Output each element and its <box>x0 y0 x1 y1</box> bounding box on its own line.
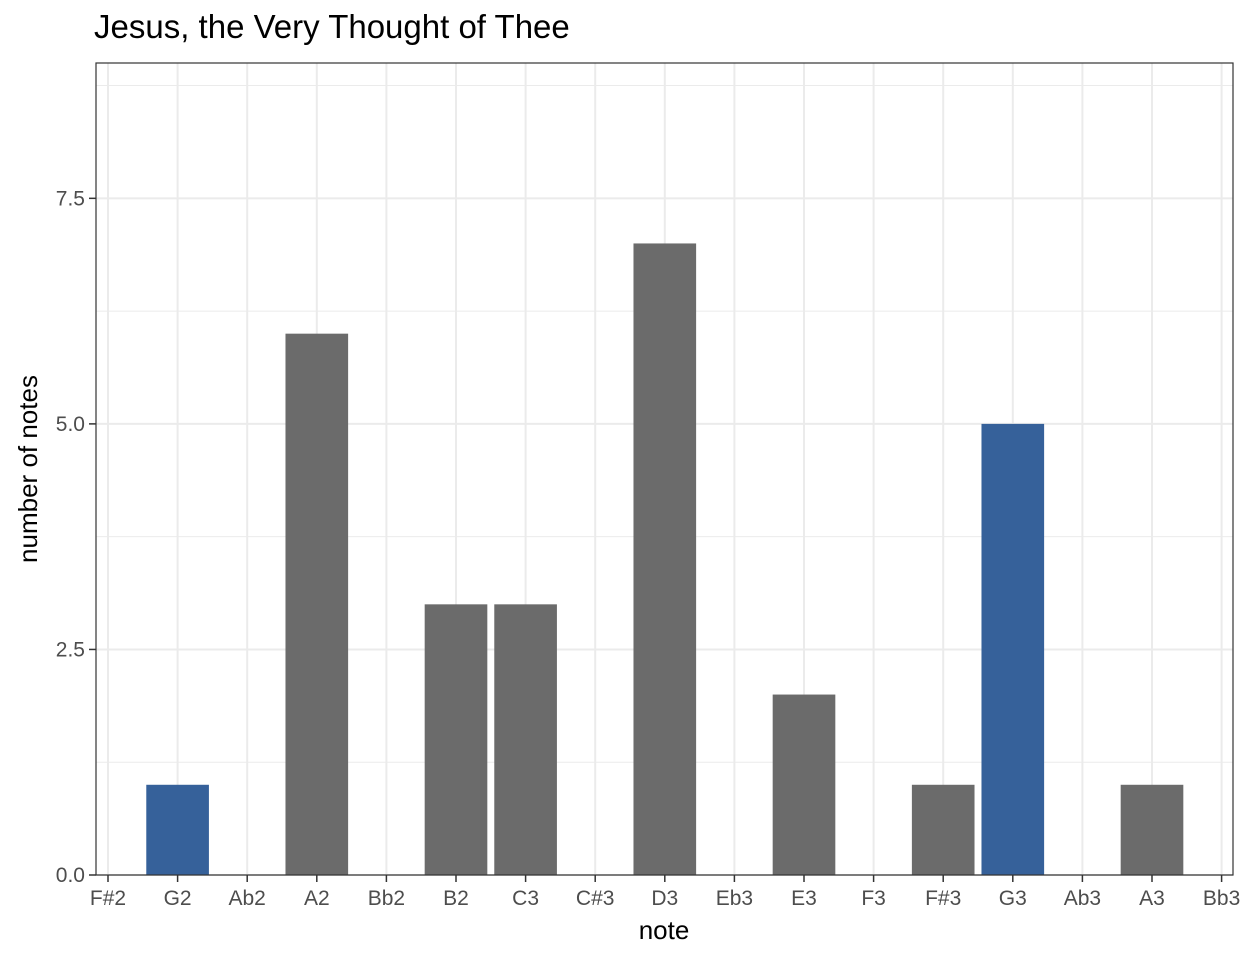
x-tick-label: E3 <box>791 887 817 910</box>
bar-D3 <box>633 243 697 875</box>
bar-E3 <box>772 694 836 875</box>
bar-C3 <box>494 604 557 875</box>
y-tick-label: 2.5 <box>56 638 85 661</box>
x-tick-label: B2 <box>443 887 469 910</box>
bar-G2 <box>146 784 209 875</box>
x-axis-title: note <box>639 915 690 945</box>
chart-title: Jesus, the Very Thought of Thee <box>94 8 570 45</box>
x-tick-label: A3 <box>1139 887 1165 910</box>
x-tick-label: F#3 <box>925 887 961 910</box>
x-tick-label: C3 <box>512 887 539 910</box>
x-tick-label: D3 <box>651 887 678 910</box>
x-tick-label: A2 <box>304 887 330 910</box>
x-tick-label: Ab2 <box>229 887 266 910</box>
bar-A3 <box>1120 784 1184 875</box>
bar-A2 <box>285 333 349 876</box>
y-tick-label: 5.0 <box>56 413 85 436</box>
bar-F#3 <box>911 784 975 875</box>
x-tick-label: Bb3 <box>1203 887 1240 910</box>
x-tick-label: G3 <box>999 887 1027 910</box>
x-tick-label: F3 <box>861 887 886 910</box>
bars <box>146 243 1184 876</box>
x-tick-label: Ab3 <box>1064 887 1101 910</box>
x-tick-label: G2 <box>164 887 192 910</box>
x-axis: F#2 G2 Ab2 A2 Bb2 B2 C3 C#3 D3 Eb3 E3 F3 F#3 G3 Ab3 A3 B… <box>90 875 1240 910</box>
x-tick-label: Bb2 <box>368 887 405 910</box>
y-tick-label: 7.5 <box>56 187 85 210</box>
x-tick-label: F#2 <box>90 887 126 910</box>
x-tick-label: C#3 <box>576 887 615 910</box>
x-tick-label: Eb3 <box>716 887 753 910</box>
bar-G3 <box>981 423 1045 875</box>
y-tick-label: 0.0 <box>56 864 85 887</box>
y-axis-title: number of notes <box>13 375 43 563</box>
bar-B2 <box>424 604 488 875</box>
y-axis: 0.0 2.5 5.0 7.5 <box>56 187 96 887</box>
